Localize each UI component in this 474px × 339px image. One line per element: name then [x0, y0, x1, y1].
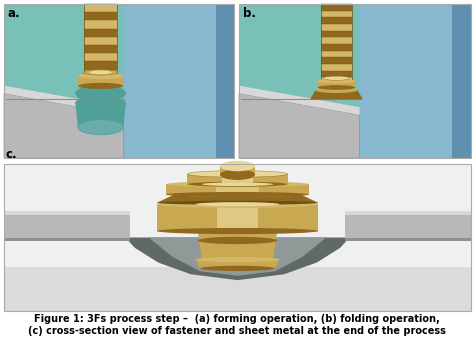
Text: c.: c. [6, 148, 18, 161]
Polygon shape [239, 86, 360, 115]
Polygon shape [4, 164, 471, 311]
Polygon shape [4, 4, 234, 158]
Polygon shape [198, 231, 277, 260]
Polygon shape [321, 37, 352, 44]
Ellipse shape [195, 257, 280, 262]
Polygon shape [149, 238, 326, 276]
Text: a.: a. [8, 7, 21, 20]
Ellipse shape [166, 192, 309, 197]
Polygon shape [126, 238, 350, 280]
Polygon shape [321, 4, 352, 11]
Polygon shape [84, 61, 117, 70]
Polygon shape [345, 216, 471, 238]
Polygon shape [360, 4, 471, 158]
Ellipse shape [75, 96, 126, 109]
Text: b.: b. [243, 7, 256, 20]
Bar [239, 4, 471, 158]
Polygon shape [4, 267, 471, 311]
Polygon shape [220, 166, 255, 175]
Polygon shape [239, 4, 471, 158]
Polygon shape [216, 4, 234, 158]
Polygon shape [84, 37, 117, 45]
Ellipse shape [89, 71, 112, 74]
Polygon shape [345, 238, 471, 241]
Polygon shape [321, 71, 352, 77]
Ellipse shape [78, 83, 123, 89]
Ellipse shape [315, 87, 357, 93]
Polygon shape [4, 86, 124, 115]
Polygon shape [310, 90, 363, 99]
Ellipse shape [195, 202, 280, 206]
Polygon shape [321, 64, 352, 71]
Polygon shape [318, 81, 356, 87]
Ellipse shape [188, 171, 288, 177]
Polygon shape [4, 211, 130, 216]
Polygon shape [84, 20, 117, 28]
Polygon shape [321, 11, 352, 17]
Polygon shape [124, 4, 234, 158]
Bar [321, 4, 352, 84]
Polygon shape [4, 238, 130, 241]
Polygon shape [84, 45, 117, 53]
Polygon shape [453, 4, 471, 158]
Polygon shape [321, 57, 352, 64]
Polygon shape [217, 204, 258, 231]
Ellipse shape [78, 120, 123, 135]
Text: (c) cross-section view of fastener and sheet metal at the end of the process: (c) cross-section view of fastener and s… [28, 326, 446, 336]
Polygon shape [84, 28, 117, 37]
Polygon shape [321, 77, 352, 84]
Polygon shape [157, 204, 318, 231]
Ellipse shape [157, 201, 318, 205]
Bar [84, 4, 117, 78]
Ellipse shape [75, 84, 126, 102]
Polygon shape [321, 24, 352, 31]
Polygon shape [188, 174, 288, 184]
Polygon shape [157, 195, 318, 203]
Polygon shape [321, 44, 352, 51]
Polygon shape [321, 17, 352, 24]
Text: Figure 1: 3Fs process step –  (a) forming operation, (b) folding operation,: Figure 1: 3Fs process step – (a) forming… [34, 314, 440, 324]
Ellipse shape [78, 73, 123, 79]
Polygon shape [321, 51, 352, 57]
Ellipse shape [323, 76, 350, 80]
Polygon shape [75, 103, 126, 127]
Ellipse shape [174, 192, 301, 197]
Ellipse shape [200, 266, 275, 271]
Ellipse shape [318, 79, 356, 83]
Ellipse shape [318, 85, 356, 90]
Polygon shape [84, 12, 117, 20]
Ellipse shape [220, 170, 255, 180]
Ellipse shape [220, 161, 255, 171]
Polygon shape [239, 93, 360, 158]
Polygon shape [4, 216, 130, 238]
Ellipse shape [202, 182, 273, 186]
Bar [4, 164, 471, 311]
Ellipse shape [188, 182, 288, 187]
Ellipse shape [198, 237, 277, 244]
Bar [4, 4, 234, 158]
Polygon shape [195, 260, 280, 268]
Polygon shape [4, 93, 124, 158]
Polygon shape [222, 174, 253, 184]
Polygon shape [78, 76, 123, 86]
Polygon shape [166, 184, 309, 195]
Polygon shape [84, 4, 117, 12]
Ellipse shape [157, 200, 318, 208]
Ellipse shape [166, 181, 309, 187]
Ellipse shape [157, 228, 318, 234]
Polygon shape [321, 31, 352, 37]
Ellipse shape [84, 69, 118, 75]
Polygon shape [84, 70, 117, 78]
Polygon shape [84, 53, 117, 61]
Polygon shape [345, 211, 471, 216]
Polygon shape [216, 184, 259, 195]
